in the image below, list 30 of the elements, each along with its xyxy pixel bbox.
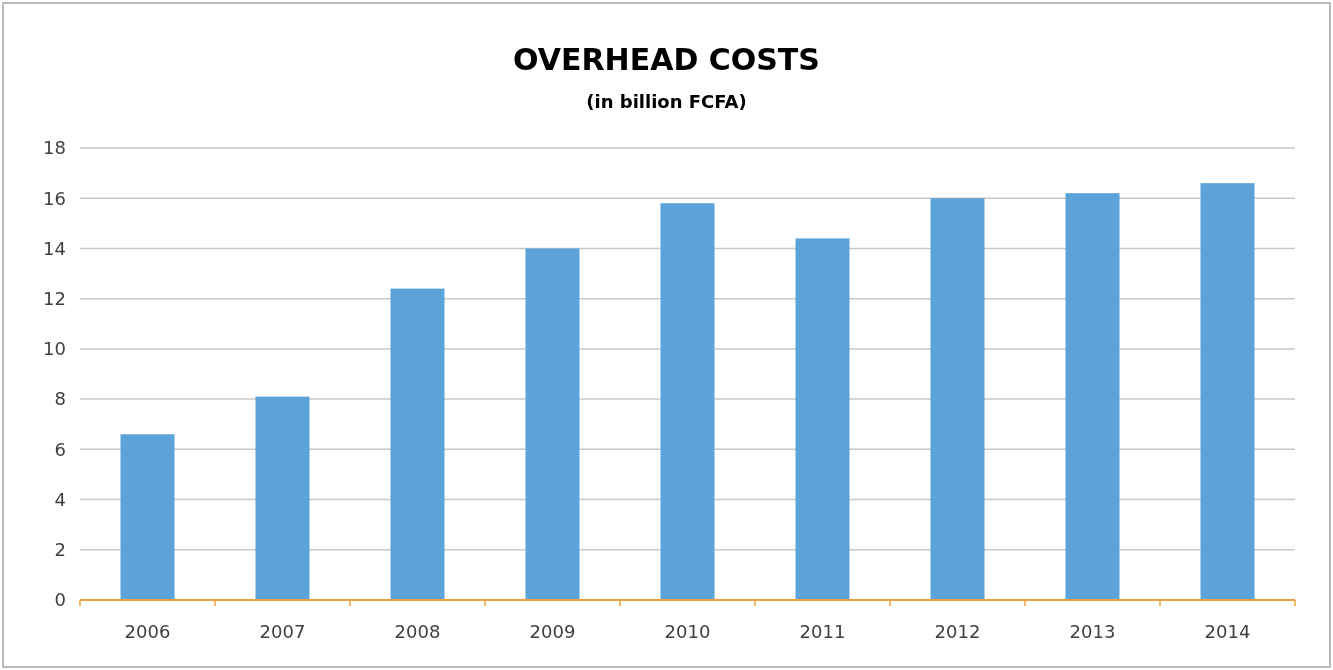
x-tick-label: 2009	[529, 621, 576, 642]
y-tick-label: 10	[43, 338, 66, 360]
y-tick-label: 18	[43, 137, 66, 159]
bar	[795, 238, 850, 600]
x-tick-label: 2014	[1204, 621, 1251, 642]
x-tick-label: 2007	[259, 621, 306, 642]
chart-subtitle: (in billion FCFA)	[586, 91, 747, 112]
y-tick-label: 0	[54, 589, 66, 611]
x-tick-label: 2006	[124, 621, 171, 642]
y-tick-label: 4	[54, 488, 66, 510]
bar	[525, 248, 580, 600]
y-tick-label: 2	[54, 539, 66, 561]
bar	[120, 434, 175, 600]
y-tick-label: 12	[43, 287, 66, 309]
x-tick-label: 2011	[799, 621, 846, 642]
bar	[930, 198, 985, 600]
bar	[255, 396, 310, 600]
y-tick-label: 16	[43, 187, 66, 209]
bar	[390, 288, 445, 600]
x-tick-label: 2008	[394, 621, 441, 642]
x-tick-label: 2012	[934, 621, 981, 642]
bar	[1200, 183, 1255, 600]
x-tick-label: 2010	[664, 621, 711, 642]
x-tick-label: 2013	[1069, 621, 1116, 642]
bar	[660, 203, 715, 600]
chart-title: OVERHEAD COSTS	[513, 42, 820, 77]
y-tick-label: 8	[54, 388, 66, 410]
y-tick-label: 14	[43, 237, 66, 259]
bar	[1065, 193, 1120, 600]
y-tick-label: 6	[54, 438, 66, 460]
